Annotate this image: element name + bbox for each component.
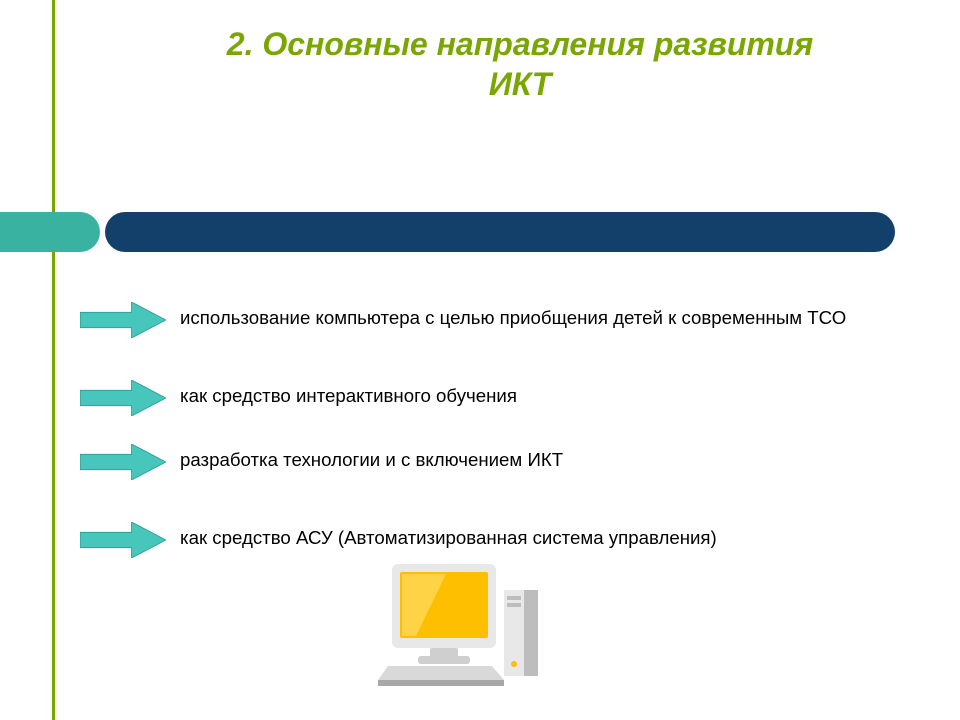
bullet-text: использование компьютера с целью приобще… (180, 302, 846, 330)
arrow-icon (80, 380, 166, 416)
bullet-text: разработка технологии и с включением ИКТ (180, 444, 563, 472)
bullet-item: разработка технологии и с включением ИКТ (80, 444, 880, 480)
page-title: 2. Основные направления развития ИКТ (200, 24, 840, 104)
bullet-text: как средство АСУ (Автоматизированная сис… (180, 522, 717, 550)
accent-bar-right (105, 212, 895, 252)
computer-icon (376, 556, 576, 686)
bullet-item: как средство интерактивного обучения (80, 380, 880, 416)
vertical-line (52, 0, 55, 720)
arrow-icon (80, 302, 166, 338)
bullet-item: использование компьютера с целью приобще… (80, 302, 880, 338)
bullet-text: как средство интерактивного обучения (180, 380, 517, 408)
arrow-icon (80, 444, 166, 480)
bullet-item: как средство АСУ (Автоматизированная сис… (80, 522, 880, 558)
arrow-icon (80, 522, 166, 558)
accent-bar-left (0, 212, 100, 252)
